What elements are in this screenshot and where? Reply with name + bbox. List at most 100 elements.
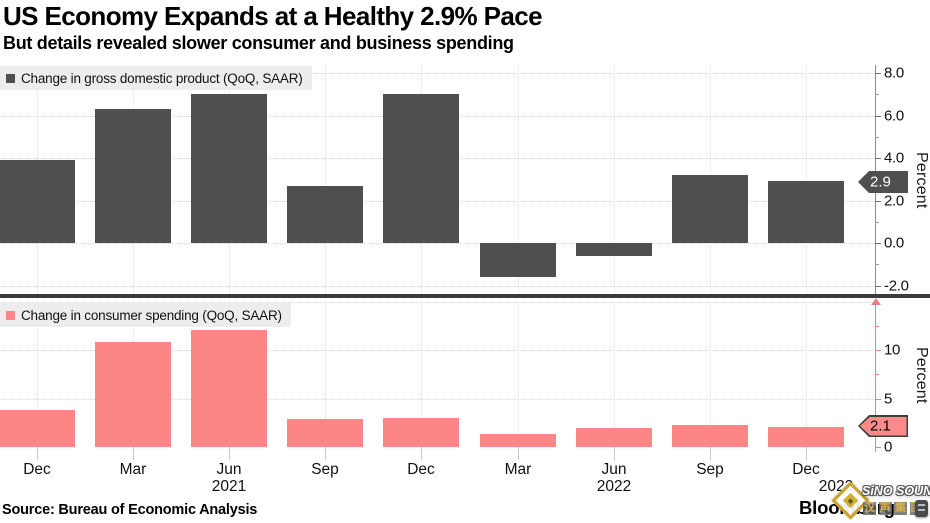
x-axis-tick-label: Mar — [504, 461, 532, 478]
y-axis-major-tick — [875, 350, 881, 351]
watermark-booklet-icon — [915, 500, 928, 517]
vertical-gridline — [518, 65, 519, 296]
x-axis-tick-label: Mar — [119, 461, 147, 478]
y-axis-major-tick — [875, 158, 881, 159]
gdp-chart-plot — [0, 65, 875, 296]
y-axis-tick-label: 5 — [884, 390, 893, 407]
x-axis-tick-label: Sep — [696, 461, 724, 478]
consumer-spending-bar-Sep-2021 — [287, 418, 363, 447]
consumer-spending-legend-swatch-icon — [6, 310, 15, 320]
y-axis-line — [875, 300, 876, 452]
y-axis-tick-label: 2.0 — [884, 192, 904, 209]
gdp-legend-swatch-icon — [6, 73, 15, 83]
x-axis-labels: Dec Mar Jun Sep Dec Mar Jun Sep Dec — [0, 447, 930, 479]
x-axis-tick — [710, 447, 711, 460]
y-axis-major-tick — [875, 115, 881, 117]
vertical-gridline — [325, 302, 326, 447]
consumer-spending-bar-Jun-2022 — [576, 427, 652, 447]
gdp-bar-Sep-2021 — [287, 185, 363, 243]
source-note: Source: Bureau of Economic Analysis — [2, 502, 258, 518]
vertical-gridline — [614, 65, 615, 296]
horizontal-gridline — [0, 398, 875, 400]
y-axis-minor-tick — [875, 325, 879, 327]
y-axis-tick-label: -2.0 — [884, 277, 909, 294]
vertical-gridline — [325, 65, 326, 296]
page-title: US Economy Expands at a Healthy 2.9% Pac… — [3, 1, 543, 31]
y-axis-minor-tick — [875, 264, 879, 266]
horizontal-gridline — [0, 302, 875, 303]
consumer-spending-legend-label: Change in consumer spending (QoQ, SAAR) — [21, 307, 282, 323]
consumer-spending-bar-Mar-2021 — [95, 342, 171, 447]
y-axis-tick-label: 0.0 — [884, 234, 904, 252]
consumer-spending-bar-Sep-2022 — [672, 424, 748, 447]
horizontal-gridline — [0, 285, 875, 287]
x-axis-tick-label: Sep — [311, 461, 339, 478]
x-axis-tick — [518, 447, 519, 460]
y-axis-major-tick — [875, 243, 881, 244]
watermark-booklet-line — [918, 504, 925, 506]
axis-truncated-arrow-icon — [871, 298, 881, 305]
vertical-gridline — [806, 302, 807, 447]
x-axis-tick — [325, 447, 326, 460]
gdp-legend-label: Change in gross domestic product (QoQ, S… — [21, 70, 303, 86]
gdp-bar-Mar-2022 — [480, 243, 556, 277]
consumer-spending-last-value: 2.1 — [870, 417, 891, 435]
horizontal-gridline — [0, 350, 875, 351]
gdp-last-value: 2.9 — [870, 173, 891, 191]
consumer-spending-bar-Dec-2021 — [383, 417, 459, 447]
vertical-gridline — [37, 302, 38, 447]
consumer-spending-legend: Change in consumer spending (QoQ, SAAR) — [0, 303, 291, 327]
x-axis-tick-label: Dec — [23, 461, 51, 478]
vertical-gridline — [710, 302, 711, 447]
watermark-cjk-char: 汉 — [863, 502, 876, 515]
horizontal-gridline — [0, 243, 875, 244]
y-axis-tick-label: 6.0 — [884, 107, 904, 124]
y-axis-minor-tick — [875, 94, 879, 96]
y-axis-minor-tick — [875, 221, 879, 223]
x-axis-tick-label: Dec — [407, 461, 435, 478]
watermark-booklet-line — [918, 509, 925, 511]
gdp-ylabel: Percent — [913, 151, 930, 209]
vertical-gridline — [614, 302, 615, 447]
y-axis-tick-label: 10 — [884, 341, 901, 359]
x-axis-tick — [133, 447, 134, 460]
y-axis-minor-tick — [875, 136, 879, 138]
consumer-spending-last-value-tag: 2.1 — [858, 415, 908, 437]
vertical-gridline — [806, 65, 807, 296]
x-axis-year-label: 2022 — [596, 478, 632, 495]
watermark-subtitle: 汉声集团 — [863, 498, 925, 516]
gdp-bar-Sep-2022 — [672, 175, 748, 243]
page-subtitle: But details revealed slower consumer and… — [3, 33, 514, 53]
consumer-spending-chart-plot — [0, 302, 875, 447]
y-axis-major-tick — [875, 447, 881, 448]
gdp-bar-Dec-2020 — [0, 160, 75, 243]
consumer-spending-ylabel: Percent — [913, 346, 930, 404]
panel-divider — [0, 294, 930, 298]
gdp-bar-Jun-2021 — [191, 94, 267, 243]
x-axis-tick-label: Jun — [601, 461, 627, 478]
gdp-bar-Dec-2021 — [383, 94, 459, 243]
gdp-last-value-tag: 2.9 — [858, 171, 908, 193]
vertical-gridline — [421, 302, 422, 447]
y-axis-major-tick — [875, 398, 881, 400]
consumer-spending-bar-Jun-2021 — [191, 329, 267, 447]
consumer-spending-bar-Dec-2020 — [0, 410, 75, 447]
y-axis-minor-tick — [875, 374, 879, 376]
x-axis-tick — [421, 447, 422, 460]
x-axis-tick — [614, 447, 615, 460]
x-axis-year-labels: 2021 2022 2023 — [0, 478, 930, 498]
gdp-bar-Dec-2022 — [768, 181, 844, 243]
gdp-legend: Change in gross domestic product (QoQ, S… — [0, 66, 312, 90]
x-axis-tick — [37, 447, 38, 460]
horizontal-gridline — [0, 73, 875, 74]
y-axis-major-tick — [875, 73, 881, 74]
watermark: SiNO SOUND 汉声集团 — [828, 478, 930, 523]
y-axis-tick-label: 4.0 — [884, 149, 904, 167]
x-axis-tick-label: Dec — [792, 461, 820, 478]
x-axis-year-label: 2021 — [211, 478, 247, 495]
x-axis-tick — [806, 447, 807, 460]
y-axis-major-tick — [875, 200, 881, 202]
y-axis-tick-label: 8.0 — [884, 64, 904, 82]
watermark-cjk-char: 集 — [894, 502, 907, 515]
